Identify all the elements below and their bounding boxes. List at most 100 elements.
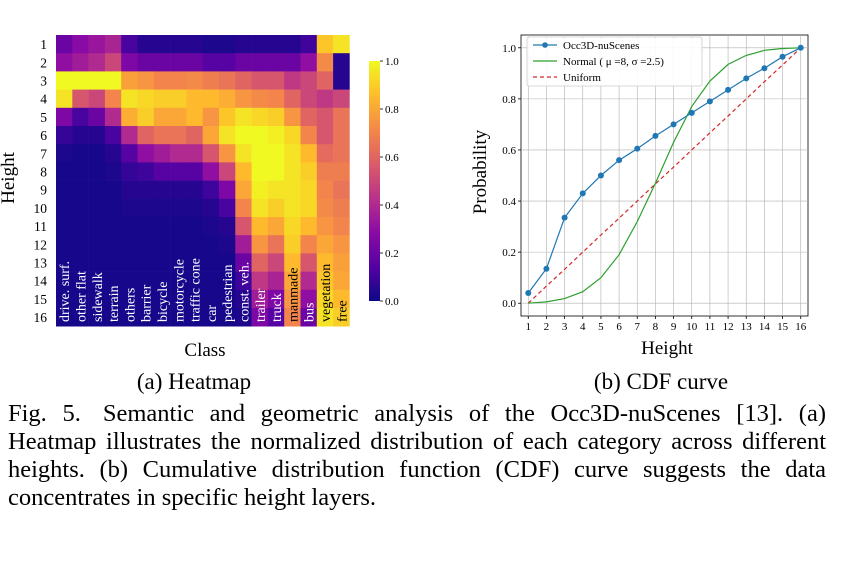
heatmap-cell — [235, 289, 252, 309]
heatmap-cell — [300, 126, 318, 145]
heatmap-cell — [104, 53, 122, 72]
heatmap-cell — [137, 180, 155, 200]
heatmap-cell — [251, 271, 269, 291]
occ3d-nuscenes-point — [561, 214, 568, 221]
heatmap-cell — [202, 35, 220, 54]
heatmap-row-label: 12 — [34, 237, 48, 252]
heatmap-cell — [104, 198, 122, 218]
heatmap-cell — [267, 35, 285, 54]
heatmap-cell — [170, 235, 187, 254]
heatmap-cell — [170, 53, 187, 72]
heatmap-cell — [316, 198, 334, 218]
heatmap-cell — [202, 89, 220, 109]
heatmap-cell — [316, 253, 334, 272]
heatmap-cell — [72, 217, 89, 236]
heatmap-cell — [202, 162, 220, 181]
heatmap-cell — [104, 308, 122, 327]
occ3d-nuscenes-point — [743, 75, 750, 82]
heatmap-cell — [300, 217, 318, 236]
heatmap-cell — [300, 308, 318, 327]
heatmap-cell — [104, 126, 122, 145]
colorbar-ticks: 0.0 0.2 0.4 0.6 0.8 1.0 — [380, 56, 399, 308]
heatmap-cell — [333, 308, 350, 327]
heatmap-cell — [219, 235, 236, 254]
heatmap-cell — [186, 217, 203, 236]
heatmap-cell — [186, 180, 203, 200]
heatmap-row-label: 2 — [40, 55, 47, 70]
colorbar-tick-label: 1.0 — [385, 56, 399, 68]
heatmap-cell — [170, 217, 187, 236]
heatmap-cell — [72, 126, 89, 145]
occ3d-nuscenes-point — [688, 109, 695, 116]
heatmap-cell — [300, 271, 318, 291]
heatmap-cell — [72, 71, 89, 90]
heatmap-cell — [235, 126, 252, 145]
cdf-legend: Occ3D-nuScenes Normal ( μ =8, σ =2.5) Un… — [526, 36, 703, 87]
colorbar-tick-label: 0.4 — [385, 200, 399, 212]
heatmap-cell — [104, 162, 122, 181]
heatmap-cell — [56, 180, 73, 200]
heatmap-row-label: 9 — [40, 183, 47, 198]
heatmap-cell — [121, 107, 138, 127]
heatmap-cell — [300, 180, 318, 200]
heatmap-column-label: trailer — [254, 288, 269, 322]
heatmap-column-label: pedestrian — [221, 264, 236, 322]
heatmap-cell — [170, 126, 187, 145]
heatmap-cell — [88, 89, 106, 109]
cdf-xtick-label: 15 — [777, 321, 789, 333]
heatmap-cell — [186, 308, 203, 327]
heatmap-row-label: 11 — [34, 219, 47, 234]
heatmap-cell — [267, 162, 285, 181]
colorbar — [369, 61, 380, 301]
heatmap-cell — [219, 217, 236, 236]
heatmap-column-label: const. veh. — [237, 262, 252, 322]
caption-label: Fig. 5. — [8, 400, 81, 427]
heatmap-cell — [235, 253, 252, 272]
heatmap-cell — [153, 217, 171, 236]
heatmap-cell — [104, 180, 122, 200]
heatmap-cell — [88, 235, 106, 254]
heatmap-cell — [137, 144, 155, 163]
heatmap-cell — [300, 89, 318, 109]
heatmap-cell — [251, 253, 269, 272]
cdf-xtick-label: 13 — [741, 321, 753, 333]
heatmap-cell — [170, 162, 187, 181]
heatmap-cell — [251, 180, 269, 200]
heatmap-cell — [72, 271, 89, 291]
heatmap-cell — [56, 271, 73, 291]
heatmap-cell — [153, 271, 171, 291]
heatmap-cell — [316, 53, 334, 72]
heatmap-column-label: car — [205, 305, 220, 322]
heatmap-cell — [104, 289, 122, 309]
heatmap-cell — [72, 35, 89, 54]
heatmap-cell — [104, 71, 122, 90]
heatmap-cell — [284, 71, 301, 90]
heatmap-cell — [186, 71, 203, 90]
cdf-xtick-label: 8 — [653, 321, 659, 333]
heatmap-column-label: vegetation — [319, 264, 334, 322]
heatmap-cell — [153, 289, 171, 309]
heatmap-cell — [88, 308, 106, 327]
occ3d-nuscenes-point — [616, 157, 623, 164]
heatmap-cell — [56, 35, 73, 54]
heatmap-cell — [104, 107, 122, 127]
heatmap-cell — [333, 180, 350, 200]
heatmap-cell — [186, 162, 203, 181]
heatmap-cell — [72, 107, 89, 127]
heatmap-cell — [170, 180, 187, 200]
heatmap-cell — [88, 53, 106, 72]
heatmap-cell — [121, 198, 138, 218]
heatmap-cell — [235, 71, 252, 90]
heatmap-cell — [300, 107, 318, 127]
heatmap-ylabel: Height — [0, 151, 19, 203]
heatmap-row-label: 5 — [40, 110, 47, 125]
heatmap-cell — [170, 308, 187, 327]
heatmap-cell — [170, 253, 187, 272]
heatmap-cell — [186, 107, 203, 127]
occ3d-nuscenes-point — [543, 265, 550, 272]
heatmap-cell — [153, 180, 171, 200]
heatmap-cell — [56, 144, 73, 163]
heatmap-cell — [56, 253, 73, 272]
heatmap-cell — [284, 144, 301, 163]
